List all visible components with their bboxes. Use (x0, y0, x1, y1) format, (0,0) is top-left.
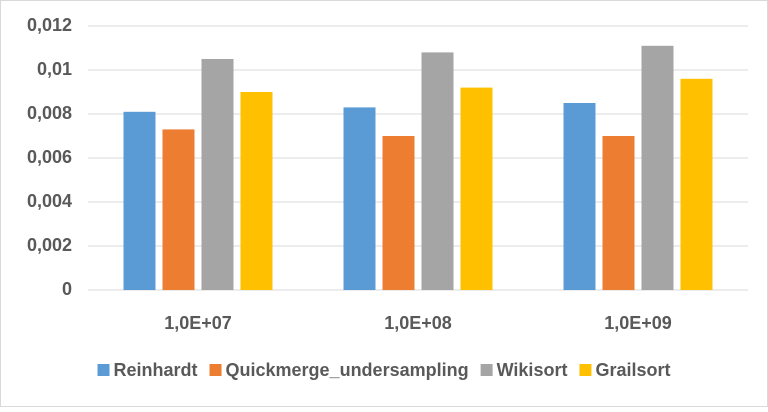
legend-label: Quickmerge_undersampling (226, 360, 469, 380)
x-tick-label: 1,0E+07 (164, 313, 232, 333)
bar (641, 45, 674, 290)
bar (201, 59, 234, 290)
bar (343, 107, 376, 291)
legend-label: Grailsort (595, 360, 670, 380)
bar (240, 92, 273, 290)
bar (602, 136, 635, 290)
legend-label: Wikisort (497, 360, 568, 380)
bar (460, 87, 493, 290)
legend-swatch (97, 364, 110, 376)
bar (382, 136, 415, 290)
x-tick-label: 1,0E+09 (604, 313, 672, 333)
bar (123, 111, 156, 290)
y-tick-label: 0 (62, 279, 72, 299)
y-tick-label: 0,004 (27, 191, 72, 211)
y-tick-label: 0,01 (37, 59, 72, 79)
bar (162, 129, 195, 290)
legend-swatch (579, 364, 592, 376)
bar (563, 103, 596, 290)
legend-swatch (480, 364, 493, 376)
legend-label: Reinhardt (114, 360, 198, 380)
x-tick-label: 1,0E+08 (384, 313, 452, 333)
legend-swatch (209, 364, 222, 376)
y-tick-label: 0,012 (27, 15, 72, 35)
y-tick-label: 0,006 (27, 147, 72, 167)
bar (421, 52, 454, 291)
bar (680, 78, 713, 290)
y-tick-label: 0,008 (27, 103, 72, 123)
y-tick-label: 0,002 (27, 235, 72, 255)
